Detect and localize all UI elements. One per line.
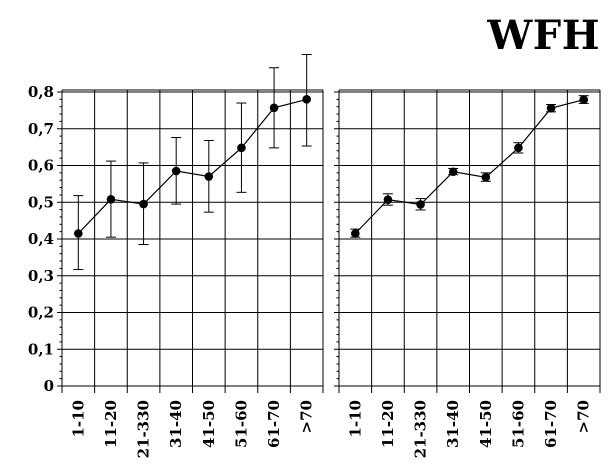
x-tick-label: 61-70 xyxy=(542,400,560,448)
data-point xyxy=(481,172,491,182)
x-tick-label: 41-50 xyxy=(200,400,218,448)
x-tick-label: 31-40 xyxy=(444,400,462,448)
y-tick-label: 0,2 xyxy=(28,304,54,322)
data-point xyxy=(302,95,311,104)
y-tick-label: 0,5 xyxy=(28,193,54,211)
x-tick-label: 61-70 xyxy=(265,400,283,448)
series-line xyxy=(77,98,307,234)
y-tick-label: 0,7 xyxy=(28,120,54,138)
y-tick-label: 0 xyxy=(44,377,54,395)
x-tick-label: 51-60 xyxy=(232,400,250,448)
data-point xyxy=(351,229,360,238)
series-line xyxy=(354,99,584,234)
data-point xyxy=(106,195,116,204)
x-tick-label: 1-10 xyxy=(346,400,364,438)
data-point xyxy=(237,143,246,153)
data-point xyxy=(514,143,523,153)
data-point xyxy=(139,199,148,209)
data-point xyxy=(448,167,458,177)
data-point xyxy=(546,103,556,113)
x-tick-label: 11-20 xyxy=(102,400,120,448)
data-point xyxy=(204,172,214,181)
y-tick-label: 0,1 xyxy=(28,340,54,358)
x-tick-label: 11-20 xyxy=(379,400,397,448)
chart-title: WFH xyxy=(487,12,600,59)
y-tick-label: 0,3 xyxy=(28,267,54,285)
y-tick-label: 0,6 xyxy=(28,157,54,175)
x-tick-label: >70 xyxy=(298,400,316,433)
x-tick-label: 51-60 xyxy=(509,400,527,448)
x-tick-label: 31-40 xyxy=(167,400,185,448)
data-point xyxy=(269,103,279,113)
x-tick-label: >70 xyxy=(575,400,593,433)
data-point xyxy=(74,229,83,238)
x-tick-label: 1-10 xyxy=(69,400,87,438)
y-tick-label: 0,4 xyxy=(28,230,54,248)
x-tick-label: 21-330 xyxy=(135,400,153,458)
x-tick-label: 41-50 xyxy=(477,400,495,448)
data-point xyxy=(579,95,588,105)
y-tick-label: 0,8 xyxy=(28,83,54,101)
x-tick-label: 21-330 xyxy=(412,400,430,458)
data-point xyxy=(171,166,181,176)
data-point xyxy=(416,200,425,209)
data-point xyxy=(383,195,393,204)
